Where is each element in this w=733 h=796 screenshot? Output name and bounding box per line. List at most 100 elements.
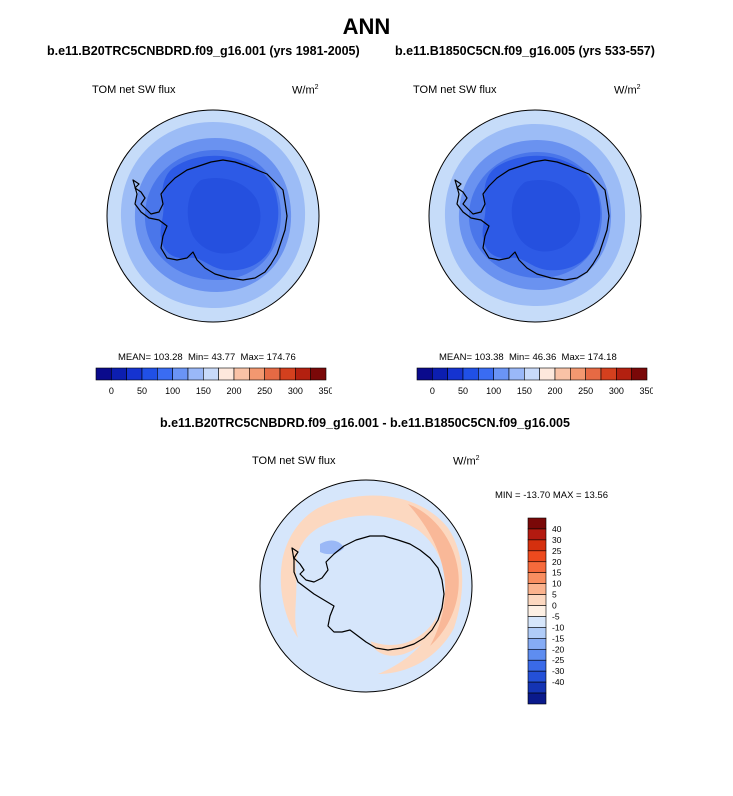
- colorbar-swatch: [527, 561, 547, 574]
- diff-panel-minmax: MIN = -13.70 MAX = 13.56: [495, 490, 609, 501]
- antarctic-interior: [187, 178, 261, 254]
- colorbar-swatch: [111, 367, 127, 381]
- colorbar-swatch: [527, 648, 547, 661]
- colorbar-swatch: [527, 659, 547, 672]
- colorbar-swatch: [527, 572, 547, 584]
- colorbar-swatch: [508, 367, 525, 381]
- colorbar-swatch: [279, 367, 296, 381]
- colorbar-tick-label: 300: [609, 386, 624, 396]
- colorbar-tick-label: 350: [639, 386, 653, 396]
- colorbar-tick-label: 350: [318, 386, 332, 396]
- colorbar-tick-label: 250: [578, 386, 593, 396]
- colorbar-tick-label: 25: [552, 546, 562, 556]
- diff-panel-variable: TOM net SW flux: [252, 455, 336, 467]
- panel-1-title: b.e11.B20TRC5CNBDRD.f09_g16.001 (yrs 198…: [47, 44, 360, 58]
- colorbar-swatch: [570, 367, 586, 381]
- colorbar-swatch: [416, 367, 433, 381]
- colorbar-tick-label: -25: [552, 655, 565, 665]
- colorbar-tick-label: 0: [552, 601, 557, 611]
- colorbar-swatch: [527, 583, 547, 595]
- colorbar-swatch: [631, 367, 648, 381]
- panel-2-max: Max= 174.18: [561, 352, 617, 363]
- colorbar-tick-label: 5: [552, 590, 557, 600]
- colorbar-swatch: [527, 550, 547, 563]
- panel-1-stats: MEAN= 103.28 Min= 43.77 Max= 174.76: [118, 352, 296, 363]
- panel-1-max: Max= 174.76: [240, 352, 296, 363]
- panel-2-variable: TOM net SW flux: [413, 84, 497, 96]
- colorbar-tick-label: 10: [552, 579, 562, 589]
- colorbar-swatch: [527, 670, 547, 683]
- colorbar-tick-label: 100: [486, 386, 501, 396]
- map-1-border: [106, 109, 320, 323]
- colorbar-tick-label: 50: [458, 386, 468, 396]
- panel-2-stats: MEAN= 103.38 Min= 46.36 Max= 174.18: [439, 352, 617, 363]
- colorbar-swatch: [218, 367, 235, 381]
- diff-panel-units: W/m2: [453, 455, 480, 468]
- colorbar-tick-label: 30: [552, 535, 562, 545]
- map-2-border: [428, 109, 642, 323]
- colorbar-swatch: [141, 367, 158, 381]
- figure-title: ANN: [342, 14, 391, 39]
- colorbar-swatch: [432, 367, 448, 381]
- colorbar-tick-label: -20: [552, 644, 565, 654]
- antarctic-coastline: [454, 159, 610, 281]
- colorbar-swatch: [126, 367, 143, 381]
- panel-2-mean: MEAN= 103.38: [439, 352, 504, 363]
- colorbar-swatch: [527, 528, 547, 541]
- colorbar-swatch: [478, 367, 494, 381]
- colorbar-panel-1: 0 50 100 150 200 250 300 350: [95, 367, 332, 396]
- colorbar-swatch: [527, 692, 547, 705]
- colorbar-swatch: [447, 367, 464, 381]
- colorbar-tick-label: 0: [109, 386, 114, 396]
- colorbar-swatch: [527, 681, 547, 694]
- colorbar-swatch: [203, 367, 219, 381]
- diff-positive-band: [408, 504, 459, 646]
- diff-antarctic-fill: [324, 539, 443, 645]
- colorbar-swatch: [187, 367, 204, 381]
- colorbar-tick-label: -5: [552, 611, 560, 621]
- colorbar-tick-label: 250: [257, 386, 272, 396]
- colorbar-tick-label: 15: [552, 568, 562, 578]
- colorbar-tick-label: 20: [552, 557, 562, 567]
- colorbar-tick-label: 50: [137, 386, 147, 396]
- colorbar-swatch: [310, 367, 327, 381]
- map-panel-2: [428, 109, 642, 323]
- panel-1-min: Min= 43.77: [187, 352, 236, 363]
- colorbar-tick-label: -40: [552, 677, 565, 687]
- colorbar-tick-label: -15: [552, 633, 565, 643]
- map-diff-border: [259, 479, 473, 693]
- map-diff-panel: [259, 479, 473, 693]
- colorbar-swatch: [539, 367, 556, 381]
- panel-2-units: W/m2: [614, 84, 641, 97]
- colorbar-swatch: [527, 594, 547, 606]
- colorbar-tick-label: 300: [288, 386, 303, 396]
- colorbar-tick-label: -10: [552, 622, 565, 632]
- antarctic-coastline: [132, 159, 288, 281]
- panel-1-variable: TOM net SW flux: [92, 84, 176, 96]
- colorbar-swatch: [295, 367, 311, 381]
- colorbar-swatch: [600, 367, 617, 381]
- colorbar-swatch: [527, 539, 547, 552]
- colorbar-swatch: [585, 367, 602, 381]
- colorbar-swatch: [157, 367, 173, 381]
- colorbar-swatch: [616, 367, 632, 381]
- colorbar-swatch: [264, 367, 281, 381]
- colorbar-swatch: [493, 367, 510, 381]
- colorbar-tick-label: 40: [552, 524, 562, 534]
- antarctic-coastline: [291, 535, 445, 651]
- colorbar-swatch: [249, 367, 265, 381]
- diff-panel-title: b.e11.B20TRC5CNBDRD.f09_g16.001 - b.e11.…: [160, 416, 570, 430]
- colorbar-swatch: [527, 605, 547, 617]
- colorbar-tick-label: 200: [226, 386, 241, 396]
- panel-2-title: b.e11.B1850C5CN.f09_g16.005 (yrs 533-557…: [395, 44, 655, 58]
- colorbar-panel-2: 0 50 100 150 200 250 300 350: [416, 367, 653, 396]
- colorbar-tick-label: 0: [430, 386, 435, 396]
- colorbar-tick-label: 200: [547, 386, 562, 396]
- colorbar-swatch: [527, 638, 547, 650]
- colorbar-swatch: [527, 517, 547, 530]
- panel-1-units: W/m2: [292, 84, 319, 97]
- colorbar-swatch: [527, 627, 547, 639]
- panel-2-min: Min= 46.36: [508, 352, 557, 363]
- colorbar-swatch: [524, 367, 540, 381]
